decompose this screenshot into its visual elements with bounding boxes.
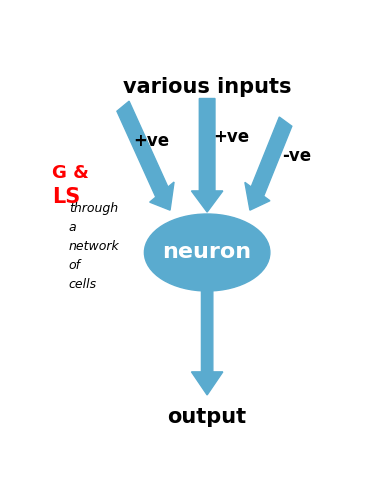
FancyArrow shape [191, 98, 223, 212]
Text: various inputs: various inputs [123, 78, 291, 98]
FancyArrow shape [117, 101, 174, 210]
Ellipse shape [144, 214, 270, 291]
Text: neuron: neuron [163, 242, 252, 262]
Text: +ve: +ve [134, 132, 170, 150]
FancyArrow shape [245, 117, 292, 210]
Text: LS: LS [52, 187, 80, 207]
Text: G &: G & [52, 164, 89, 182]
Text: +ve: +ve [213, 128, 250, 146]
Text: through
a
network
of
cells: through a network of cells [69, 202, 120, 292]
FancyArrow shape [191, 291, 223, 395]
Text: output: output [167, 406, 247, 426]
Text: -ve: -ve [282, 147, 312, 165]
